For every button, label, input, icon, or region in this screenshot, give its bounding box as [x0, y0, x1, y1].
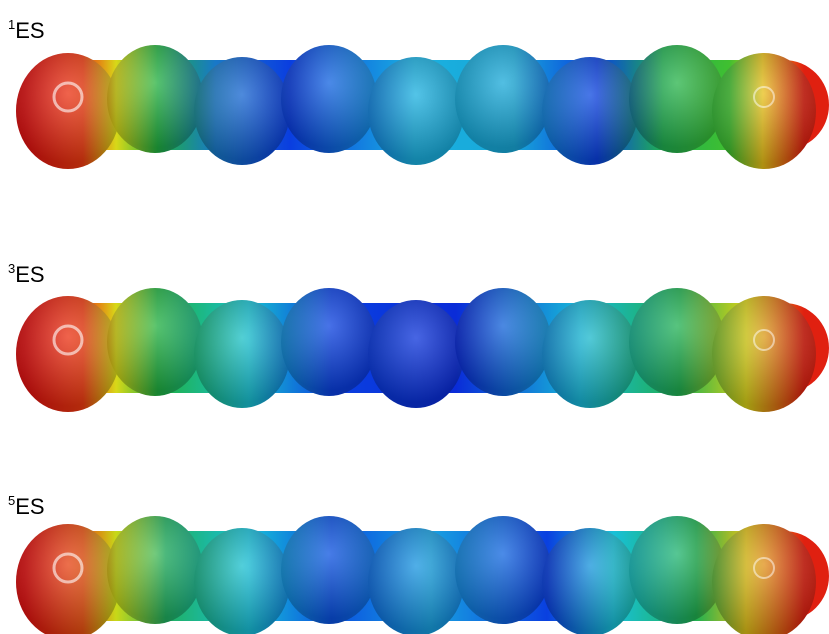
ring-shade [107, 516, 203, 624]
label: ES [15, 262, 44, 287]
molecule [16, 288, 829, 412]
superscript: 1 [8, 17, 15, 32]
ring-shade [455, 516, 551, 624]
ring-shade [281, 516, 377, 624]
ring-shade [542, 528, 638, 634]
ring-shade [107, 288, 203, 396]
ring-shade [629, 516, 725, 624]
ring-shade [281, 288, 377, 396]
label: ES [15, 18, 44, 43]
ring-shade [281, 45, 377, 153]
ring-shade [712, 53, 816, 169]
ring-shade [629, 45, 725, 153]
ring-shade [194, 300, 290, 408]
label: ES [15, 494, 44, 519]
ring-shade [194, 528, 290, 634]
ring-shade [368, 528, 464, 634]
molecules [16, 45, 829, 634]
ring-shade [455, 288, 551, 396]
ring-shade [712, 296, 816, 412]
ring-shade [107, 45, 203, 153]
superscript: 5 [8, 493, 15, 508]
molecule [16, 45, 829, 169]
superscript: 3 [8, 261, 15, 276]
ring-shade [542, 57, 638, 165]
molecule [16, 516, 829, 634]
ring-shade [368, 57, 464, 165]
figure: 1ES 3ES 5ES [0, 0, 829, 634]
panel-label: 5ES [8, 493, 45, 519]
panel-label: 1ES [8, 17, 45, 43]
ring-shade [194, 57, 290, 165]
panel-label: 3ES [8, 261, 45, 287]
ring-shade [542, 300, 638, 408]
ring-shade [368, 300, 464, 408]
ring-shade [455, 45, 551, 153]
ring-shade [629, 288, 725, 396]
